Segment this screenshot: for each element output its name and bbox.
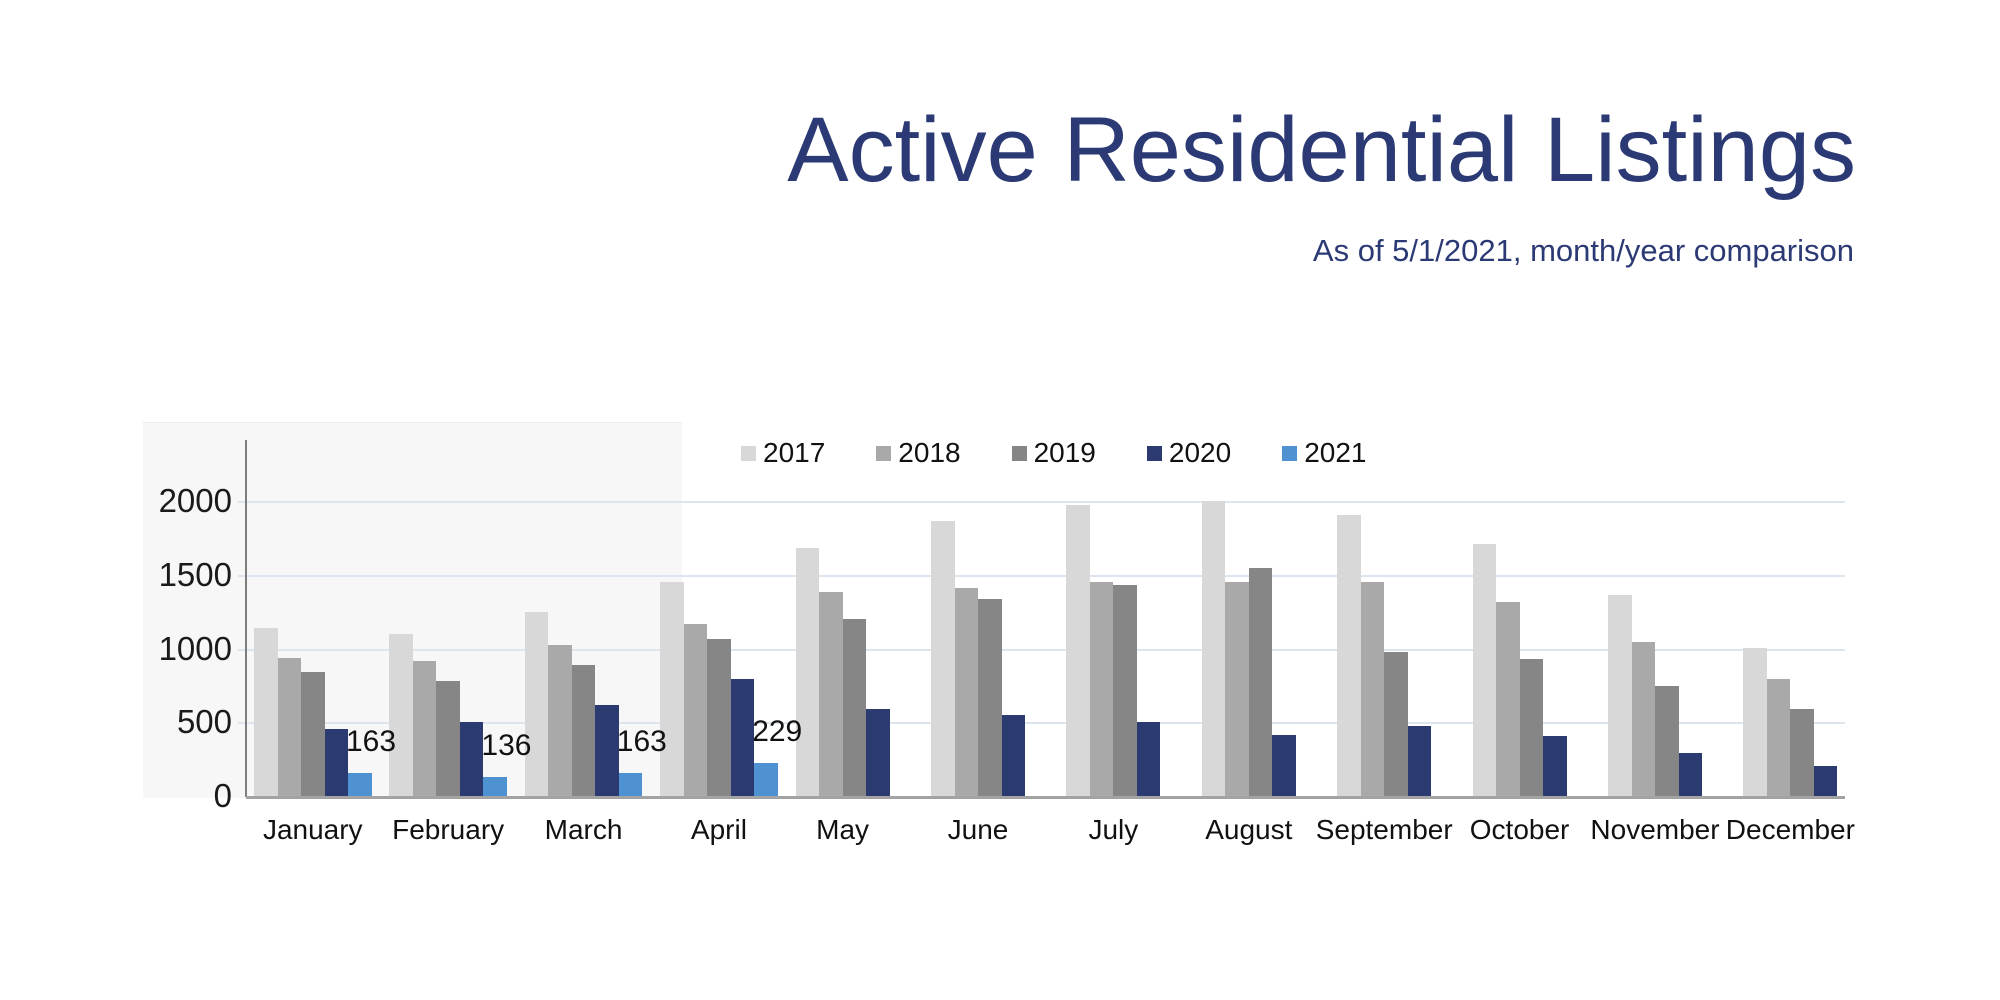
bar-november-2018 xyxy=(1631,642,1655,797)
bar-april-2019 xyxy=(707,639,731,797)
bar-march-2019 xyxy=(571,664,596,797)
bar-july-2017 xyxy=(1066,504,1090,797)
x-label-may: May xyxy=(816,814,870,845)
legend-item-2019: 2019 xyxy=(1011,437,1096,469)
legend-item-2021: 2021 xyxy=(1282,437,1366,469)
bar-april-2021 xyxy=(754,763,778,797)
bar-october-2017 xyxy=(1472,544,1497,797)
bar-december-2018 xyxy=(1766,679,1791,797)
bar-february-2019 xyxy=(436,681,460,797)
bar-march-2017 xyxy=(524,611,549,797)
bar-april-2020 xyxy=(730,679,755,797)
legend-item-2018: 2018 xyxy=(876,437,961,469)
y-axis-line xyxy=(245,440,247,797)
x-label-august: August xyxy=(1205,814,1293,845)
bar-september-2018 xyxy=(1360,581,1385,797)
gridline-1500 xyxy=(238,574,1845,577)
bar-may-2019 xyxy=(842,618,867,797)
data-label-april-2021: 229 xyxy=(752,715,803,749)
legend-label-2019: 2019 xyxy=(1033,437,1096,468)
bar-march-2021 xyxy=(618,772,643,797)
bar-december-2020 xyxy=(1813,766,1838,797)
data-label-february-2021: 136 xyxy=(481,728,532,762)
bar-august-2020 xyxy=(1272,735,1296,797)
y-tick-label-0: 0 xyxy=(213,777,232,814)
bar-november-2017 xyxy=(1608,594,1632,797)
x-label-october: October xyxy=(1469,814,1570,845)
data-label-march-2021: 163 xyxy=(616,724,667,758)
bar-october-2018 xyxy=(1496,601,1520,797)
legend-swatch-2017 xyxy=(741,445,756,461)
bar-november-2020 xyxy=(1678,752,1702,797)
bar-february-2021 xyxy=(483,776,507,797)
bar-june-2020 xyxy=(1001,715,1025,797)
legend-swatch-2019 xyxy=(1011,445,1027,461)
x-label-july: July xyxy=(1088,814,1139,845)
legend-swatch-2018 xyxy=(876,445,892,461)
bar-january-2020 xyxy=(324,729,348,797)
bar-september-2017 xyxy=(1337,514,1361,797)
legend-label-2021: 2021 xyxy=(1304,437,1367,468)
bar-august-2018 xyxy=(1225,581,1249,797)
bar-april-2017 xyxy=(660,581,684,797)
legend-item-2017: 2017 xyxy=(741,437,825,469)
bar-july-2018 xyxy=(1089,581,1114,797)
bar-september-2019 xyxy=(1384,651,1408,797)
bar-november-2019 xyxy=(1655,685,1679,797)
bar-february-2017 xyxy=(389,634,413,797)
legend-label-2018: 2018 xyxy=(898,437,961,468)
bar-january-2017 xyxy=(254,628,278,797)
gridline-2000 xyxy=(238,501,1845,503)
x-label-june: June xyxy=(947,814,1009,845)
bar-september-2020 xyxy=(1407,726,1432,797)
legend-swatch-2021 xyxy=(1282,445,1298,461)
bar-october-2019 xyxy=(1519,659,1544,797)
y-tick-label-500: 500 xyxy=(176,703,232,741)
x-label-december: December xyxy=(1725,814,1855,845)
bar-july-2019 xyxy=(1113,584,1137,797)
bar-december-2019 xyxy=(1790,709,1814,797)
bar-march-2020 xyxy=(595,704,619,797)
x-label-february: February xyxy=(392,814,505,845)
x-label-september: September xyxy=(1315,814,1453,845)
bar-january-2019 xyxy=(301,671,325,797)
bar-august-2017 xyxy=(1201,500,1226,797)
bar-june-2017 xyxy=(931,521,955,797)
legend-item-2020: 2020 xyxy=(1146,437,1232,469)
bar-june-2018 xyxy=(954,588,978,797)
bar-march-2018 xyxy=(548,645,572,797)
bar-august-2019 xyxy=(1248,567,1273,797)
x-label-january: January xyxy=(262,814,363,845)
bar-june-2019 xyxy=(978,598,1002,797)
legend-label-2017: 2017 xyxy=(763,437,826,468)
chart-subtitle: As of 5/1/2021, month/year comparison xyxy=(1312,233,1854,268)
x-axis-line xyxy=(246,796,1845,799)
bar-july-2020 xyxy=(1136,721,1161,797)
bar-october-2020 xyxy=(1543,735,1567,797)
bar-december-2017 xyxy=(1743,648,1767,797)
data-label-january-2021: 163 xyxy=(346,724,397,758)
y-tick-label-2000: 2000 xyxy=(158,482,232,519)
chart-title: Active Residential Listings xyxy=(787,99,1856,201)
bar-may-2018 xyxy=(819,591,843,797)
legend-label-2020: 2020 xyxy=(1168,437,1232,468)
x-label-march: March xyxy=(544,814,623,845)
gridline-500 xyxy=(238,722,1845,725)
legend: 2017 2018 2019 2020 2021 xyxy=(741,437,1366,469)
gridline-1000 xyxy=(238,648,1845,651)
x-label-april: April xyxy=(690,814,747,845)
bar-january-2018 xyxy=(277,658,301,797)
x-label-november: November xyxy=(1590,814,1720,845)
bar-may-2020 xyxy=(866,708,890,797)
y-tick-label-1000: 1000 xyxy=(158,629,232,667)
bar-february-2018 xyxy=(412,661,437,797)
bar-april-2018 xyxy=(683,624,708,797)
bar-february-2020 xyxy=(459,721,484,797)
bar-january-2021 xyxy=(348,772,372,797)
legend-swatch-2020 xyxy=(1146,445,1162,461)
bar-may-2017 xyxy=(795,547,820,797)
y-tick-label-1500: 1500 xyxy=(158,555,232,593)
